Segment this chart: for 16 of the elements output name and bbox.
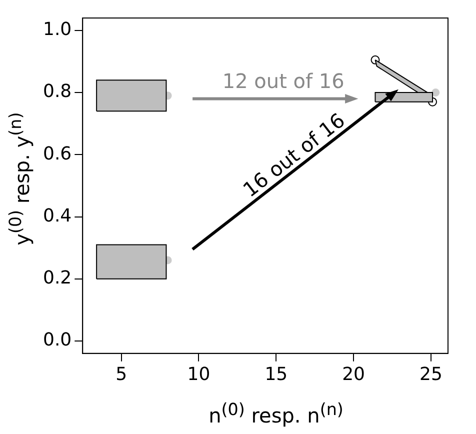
x-axis-title: n$^{(0)}$ resp. n$^{(n)}$ (208, 400, 344, 428)
point (432, 88, 440, 97)
y-tick-label: 0.2 (42, 268, 72, 289)
y-tick-label: 0.4 (42, 205, 72, 226)
x-tick-label: 5 (116, 364, 128, 385)
annotation: 16 out of 16 (238, 108, 350, 202)
y-tick-label: 0.6 (42, 143, 72, 164)
annotation: 12 out of 16 (222, 68, 344, 93)
point (370, 55, 380, 64)
x-tick-label: 15 (264, 364, 288, 385)
x-tick-label: 25 (420, 364, 442, 385)
x-tick-label: 20 (342, 364, 366, 385)
y-tick-label: 0.0 (42, 330, 72, 351)
y-tick-label: 0.8 (42, 81, 72, 102)
y-tick-label: 1.0 (42, 19, 72, 40)
x-tick-label: 10 (187, 364, 210, 385)
